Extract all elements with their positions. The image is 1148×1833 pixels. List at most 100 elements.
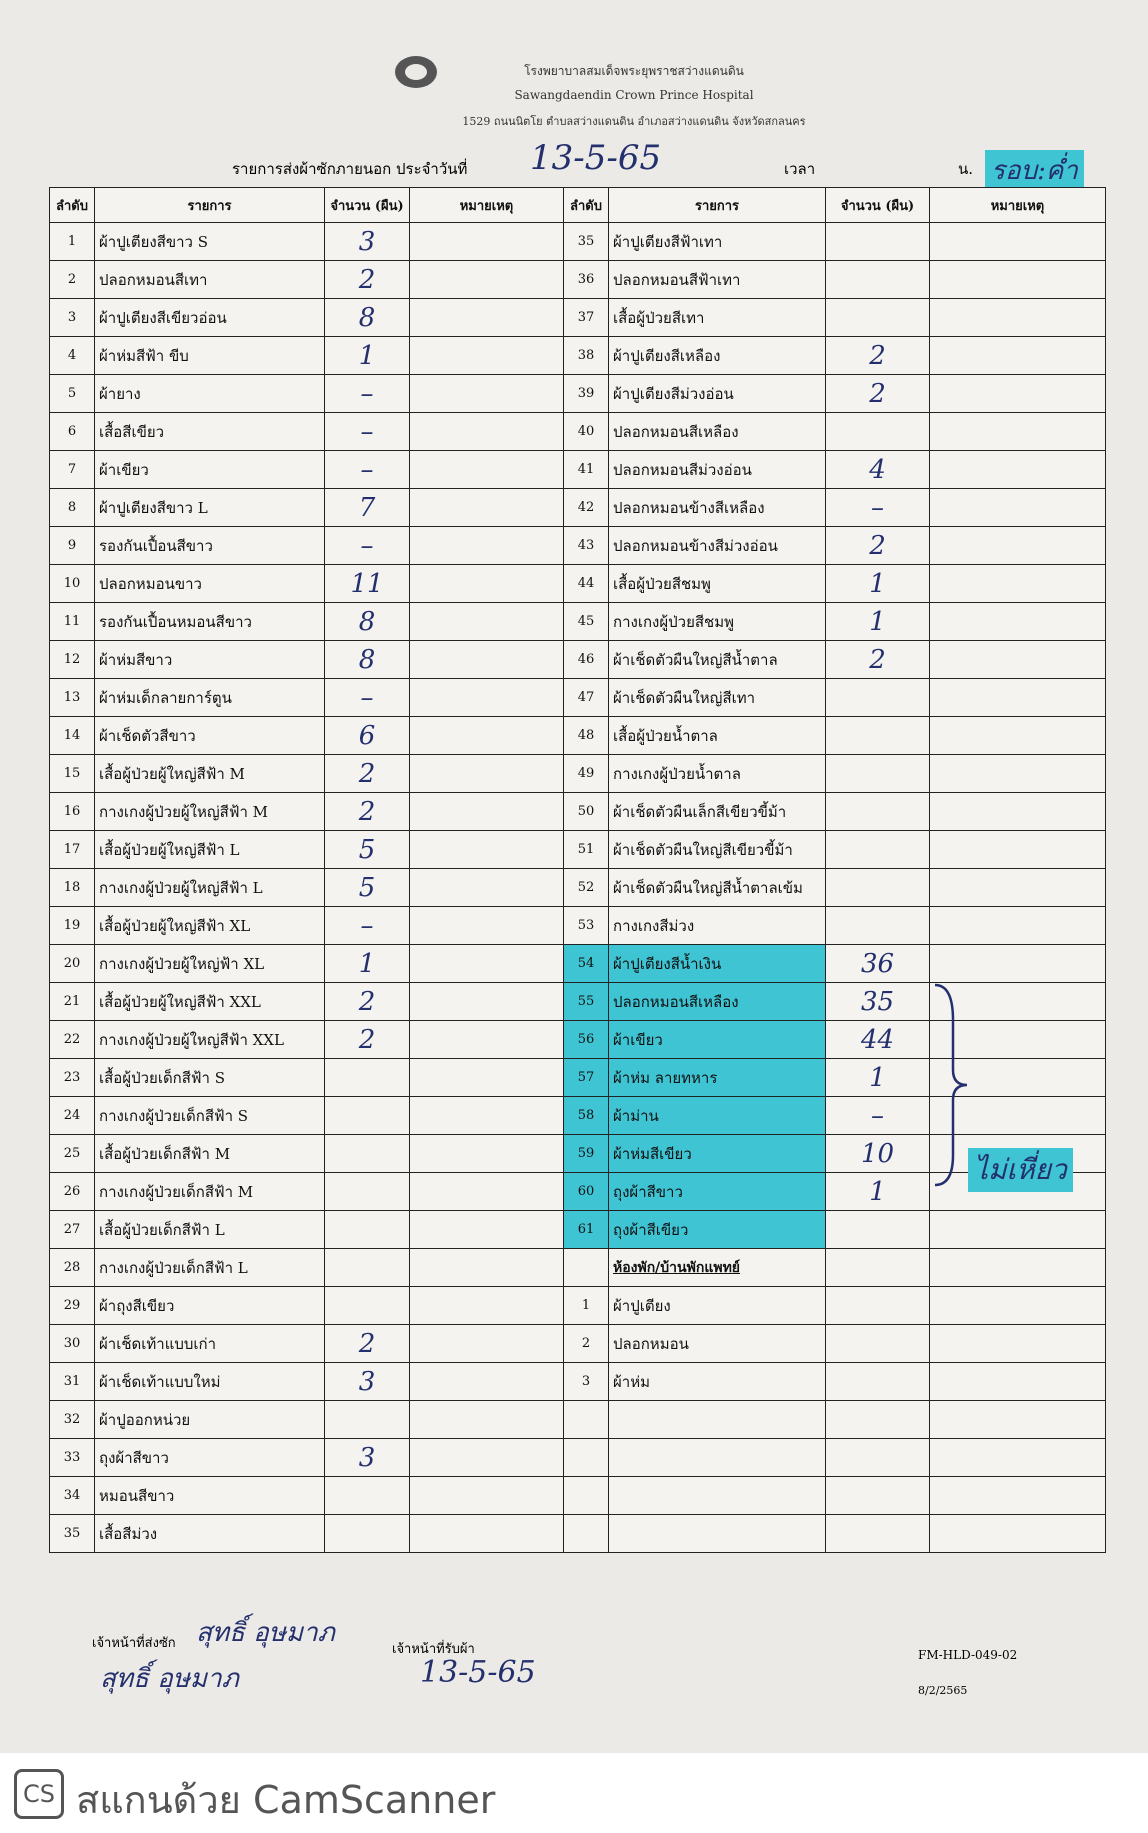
paper: โรงพยาบาลสมเด็จพระยุพราชสว่างแดนดิน Sawa… (0, 0, 1148, 1753)
item-name: ผ้าเช็ดตัวผืนเล็กสีเขียวขี้ม้า (608, 792, 826, 831)
row-number: 2 (49, 260, 95, 299)
row-number: 19 (49, 906, 95, 945)
item-name: รองกันเปื้อนหมอนสีขาว (94, 602, 325, 641)
hospital-name: โรงพยาบาลสมเด็จพระยุพราชสว่างแดนดิน (524, 64, 744, 78)
item-name: ผ้าปูเตียงสีน้ำเงิน (608, 944, 826, 983)
remark (409, 1210, 564, 1249)
row-number: 42 (563, 488, 609, 527)
quantity (825, 716, 930, 755)
item-name: ผ้าเขียว (94, 450, 325, 489)
table-row: 15 เสื้อผู้ป่วยผู้ใหญ่สีฟ้า M 2 49 กางเกงผู้… (49, 754, 1106, 793)
quantity (825, 1362, 930, 1401)
item-name: ผ้าห่มสีขาว (94, 640, 325, 679)
quantity (825, 298, 930, 337)
table-row: 16 กางเกงผู้ป่วยผู้ใหญ่สีฟ้า M 2 50 ผ้าเช็ดต… (49, 792, 1106, 831)
row-number: 60 (563, 1172, 609, 1211)
table-row: 13 ผ้าห่มเด็กลายการ์ตูน – 47 ผ้าเช็ดตัวผืนให… (49, 678, 1106, 717)
remark (929, 1324, 1106, 1363)
remark (929, 1476, 1106, 1515)
table-row: 25 เสื้อผู้ป่วยเด็กสีฟ้า M 59 ผ้าห่มสีเขียว… (49, 1134, 1106, 1173)
row-number: 32 (49, 1400, 95, 1439)
row-number: 45 (563, 602, 609, 641)
sender-label: เจ้าหน้าที่ส่งซัก (92, 1636, 176, 1651)
remark (929, 1210, 1106, 1249)
quantity: 2 (825, 374, 930, 413)
item-name: เสื้อสีเขียว (94, 412, 325, 451)
row-number: 61 (563, 1210, 609, 1249)
table-row: 29 ผ้าถุงสีเขียว 1 ผ้าปูเตียง (49, 1286, 1106, 1325)
item-name: กางเกงสีม่วง (608, 906, 826, 945)
item-name: รองกันเปื้อนสีขาว (94, 526, 325, 565)
item-name: เสื้อผู้ป่วยผู้ใหญ่สีฟ้า XXL (94, 982, 325, 1021)
laundry-table: ลำดับ รายการ จำนวน (ผืน) หมายเหตุ ลำดับ รายกา… (49, 187, 1106, 1553)
row-number: 18 (49, 868, 95, 907)
table-row: 22 กางเกงผู้ป่วยผู้ใหญ่สีฟ้า XXL 2 56 ผ้าเขี… (49, 1020, 1106, 1059)
table-row: 10 ปลอกหมอนขาว 11 44 เสื้อผู้ป่วยสีชมพู 1 (49, 564, 1106, 603)
row-number: 43 (563, 526, 609, 565)
remark (929, 222, 1106, 261)
item-name: ถุงผ้าสีขาว (94, 1438, 325, 1477)
column-header: หมายเหตุ (929, 187, 1106, 223)
scanner-text: สแกนด้วย CamScanner (76, 1778, 496, 1822)
item-name: กางเกงผู้ป่วยสีชมพู (608, 602, 826, 641)
row-number: 26 (49, 1172, 95, 1211)
quantity: 8 (324, 602, 410, 641)
address: 1529 ถนนนิตโย ตำบลสว่างแดนดิน อำเภอสว่าง… (462, 115, 806, 128)
item-name: ปลอกหมอนข้างสีม่วงอ่อน (608, 526, 826, 565)
remark (409, 374, 564, 413)
remark (409, 1514, 564, 1553)
remark (409, 336, 564, 375)
item-name: กางเกงผู้ป่วยเด็กสีฟ้า S (94, 1096, 325, 1135)
quantity (825, 868, 930, 907)
remark (409, 1020, 564, 1059)
remark (929, 944, 1106, 983)
form-date: 8/2/2565 (918, 1684, 968, 1697)
remark (409, 982, 564, 1021)
row-number (563, 1476, 609, 1515)
row-number: 4 (49, 336, 95, 375)
quantity: 11 (324, 564, 410, 603)
round: รอบ:ค่ำ (985, 150, 1084, 191)
quantity (825, 412, 930, 451)
table-row: 19 เสื้อผู้ป่วยผู้ใหญ่สีฟ้า XL – 53 กางเกงสี… (49, 906, 1106, 945)
row-number: 35 (563, 222, 609, 261)
remark (929, 1362, 1106, 1401)
remark (409, 868, 564, 907)
quantity: 2 (324, 792, 410, 831)
row-number: 1 (563, 1286, 609, 1325)
quantity: – (324, 412, 410, 451)
item-name (608, 1400, 826, 1439)
remark (409, 564, 564, 603)
item-name: ผ้าห่มเด็กลายการ์ตูน (94, 678, 325, 717)
row-number: 29 (49, 1286, 95, 1325)
remark (409, 526, 564, 565)
quantity: 36 (825, 944, 930, 983)
quantity (324, 1210, 410, 1249)
row-number (563, 1514, 609, 1553)
item-name: ผ้าปูเตียงสีฟ้าเทา (608, 222, 826, 261)
item-name (608, 1438, 826, 1477)
item-name: กางเกงผู้ป่วยผู้ใหญ่ฟ้า XL (94, 944, 325, 983)
row-number: 46 (563, 640, 609, 679)
quantity: 1 (324, 944, 410, 983)
table-row: 3 ผ้าปูเตียงสีเขียวอ่อน 8 37 เสื้อผู้ป่วยสีเ… (49, 298, 1106, 337)
time-label: เวลา (784, 160, 816, 178)
table-row: 4 ผ้าห่มสีฟ้า ขีบ 1 38 ผ้าปูเตียงสีเหลือง 2 (49, 336, 1106, 375)
quantity: 2 (825, 336, 930, 375)
row-number: 51 (563, 830, 609, 869)
quantity: 1 (825, 1058, 930, 1097)
item-name: ผ้าห่มสีฟ้า ขีบ (94, 336, 325, 375)
remark (929, 678, 1106, 717)
quantity (825, 792, 930, 831)
row-number: 59 (563, 1134, 609, 1173)
quantity: – (324, 374, 410, 413)
item-name: กางเกงผู้ป่วยผู้ใหญ่สีฟ้า XXL (94, 1020, 325, 1059)
quantity (825, 1210, 930, 1249)
remark (409, 488, 564, 527)
item-name: ปลอกหมอนสีม่วงอ่อน (608, 450, 826, 489)
remark (409, 1286, 564, 1325)
quantity: 2 (324, 1020, 410, 1059)
quantity: 5 (324, 868, 410, 907)
remark (409, 1248, 564, 1287)
quantity (324, 1058, 410, 1097)
